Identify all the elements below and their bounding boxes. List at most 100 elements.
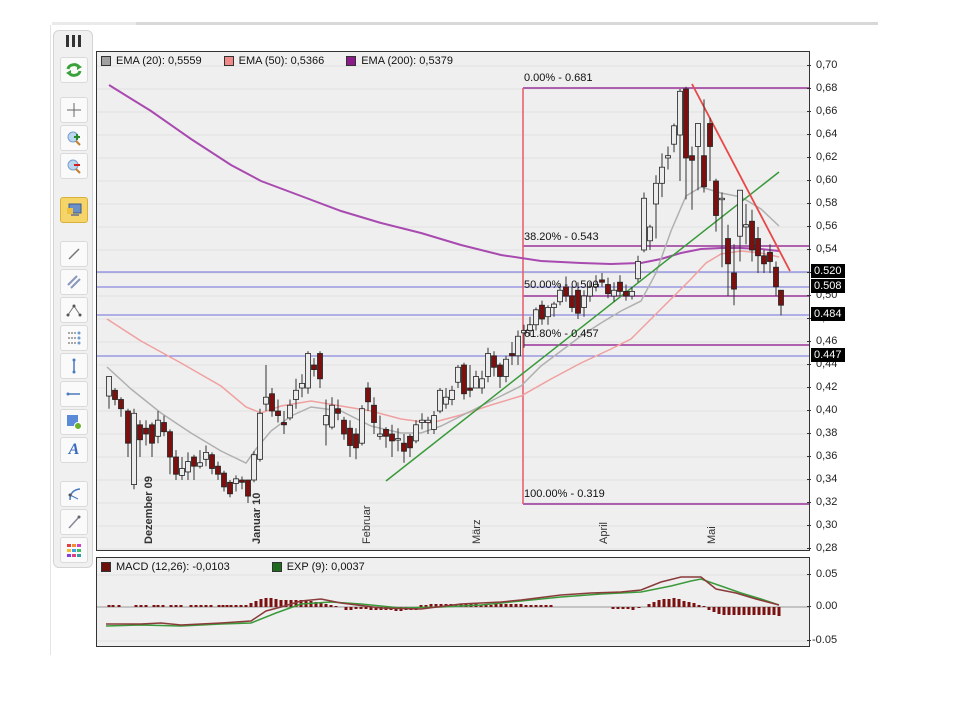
bear-candle [365, 387, 371, 403]
bear-candle [125, 410, 131, 444]
bull-candle [323, 415, 329, 426]
price-tag-0520: 0.520 [811, 264, 845, 278]
bull-candle [653, 182, 659, 205]
bull-candle [257, 412, 263, 460]
macd-canvas[interactable] [97, 558, 809, 646]
text-tool-button[interactable]: A [60, 437, 88, 463]
bear-candle [689, 155, 695, 161]
vertical-line-tool-button[interactable] [60, 353, 88, 379]
bear-candle [707, 123, 713, 147]
fibonacci-tool-button[interactable] [60, 325, 88, 351]
month-label-february: Februar [361, 505, 373, 544]
line-icon [68, 248, 80, 260]
legend-ema200[interactable]: EMA (200): 0,5379 [346, 55, 453, 67]
bull-candle [263, 396, 269, 405]
bear-candle [497, 364, 503, 377]
bear-candle [143, 427, 149, 435]
pitchfork-tool-button[interactable] [60, 297, 88, 323]
toolbar-grip-handle[interactable] [60, 35, 86, 49]
axis-tick [807, 410, 811, 411]
crosshair-button[interactable] [60, 97, 88, 123]
bull-candle [629, 290, 635, 297]
bull-candle [359, 408, 365, 444]
macd-panel[interactable]: MACD (12,26): -0,0103 EXP (9): 0,0037 [96, 557, 810, 647]
axis-tick [807, 433, 811, 434]
bear-candle [215, 465, 221, 475]
top-separator [52, 22, 878, 25]
rectangle-icon [67, 415, 82, 430]
price-chart-canvas[interactable] [97, 52, 809, 550]
horizontal-line-icon [66, 392, 80, 396]
price-chart-panel[interactable]: EMA (20): 0,5559 EMA (50): 0,5366 EMA (2… [96, 51, 810, 551]
zoom-out-button[interactable] [60, 153, 88, 179]
bear-candle [713, 180, 719, 216]
bear-candle [311, 364, 317, 370]
price-tag-0447: 0.447 [811, 348, 845, 362]
zoom-out-icon [67, 159, 81, 174]
bear-candle [112, 389, 118, 400]
bull-candle [419, 419, 425, 423]
fib-label-100: 100.00% - 0.319 [524, 488, 605, 500]
bull-candle [533, 309, 539, 326]
legend-macd[interactable]: MACD (12,26): -0,0103 [101, 561, 230, 573]
month-label-april: April [598, 521, 610, 544]
price-axis-label: 0,56 [816, 220, 838, 232]
bear-candle [353, 433, 359, 449]
zoom-in-button[interactable] [60, 125, 88, 151]
bull-candle [473, 376, 479, 389]
bear-candle [335, 408, 341, 414]
rectangle-tool-button[interactable] [60, 409, 88, 435]
price-axis-label: 0,36 [816, 450, 838, 462]
bear-candle [341, 419, 347, 435]
axis-tick [807, 548, 811, 549]
ema20-swatch [101, 56, 111, 66]
price-axis-label: 0,42 [816, 381, 838, 393]
bull-candle [413, 424, 419, 442]
bear-candle [617, 281, 623, 292]
axis-tick [807, 364, 811, 365]
legend-ema50[interactable]: EMA (50): 0,5366 [223, 55, 324, 67]
ema20-line [106, 186, 780, 464]
bull-candle [305, 353, 311, 389]
line-tool-button[interactable] [60, 241, 88, 267]
bull-candle [185, 461, 191, 473]
bull-candle [203, 451, 209, 460]
candlesticks [106, 86, 784, 503]
bull-candle [743, 224, 749, 228]
legend-ema20[interactable]: EMA (20): 0,5559 [101, 55, 202, 67]
bull-candle [395, 438, 401, 441]
bear-candle [281, 422, 287, 426]
channel-tool-button[interactable] [60, 269, 88, 295]
horizontal-line-tool-button[interactable] [60, 381, 88, 407]
bull-candle [449, 389, 455, 400]
bull-candle [635, 261, 641, 280]
bear-candle [725, 238, 731, 265]
uptrend-line [385, 171, 780, 482]
macd-swatch [101, 562, 111, 572]
bull-candle [106, 376, 112, 397]
bull-candle [155, 419, 161, 437]
axis-tick [807, 203, 811, 204]
bear-candle [389, 433, 395, 442]
vertical-line-icon [72, 358, 76, 374]
bear-candle [509, 353, 515, 357]
display-settings-button[interactable] [60, 197, 88, 223]
macd-label: MACD (12,26): -0,0103 [116, 561, 230, 573]
color-palette-button[interactable] [60, 537, 88, 563]
bear-candle [221, 472, 227, 488]
arc-tool-button[interactable] [60, 481, 88, 507]
legend-exp[interactable]: EXP (9): 0,0037 [271, 561, 365, 573]
bear-candle [683, 88, 689, 159]
price-axis-label: 0,62 [816, 151, 838, 163]
refresh-button[interactable] [60, 57, 88, 83]
axis-tick [807, 479, 811, 480]
bull-candle [665, 155, 671, 159]
ray-tool-button[interactable] [60, 509, 88, 535]
axis-tick [807, 88, 811, 89]
axis-tick [807, 295, 811, 296]
bear-candle [575, 289, 581, 314]
bull-candle [293, 389, 299, 400]
price-axis-label: 0,28 [816, 542, 838, 554]
bull-candle [593, 284, 599, 288]
color-palette-icon [67, 544, 81, 557]
